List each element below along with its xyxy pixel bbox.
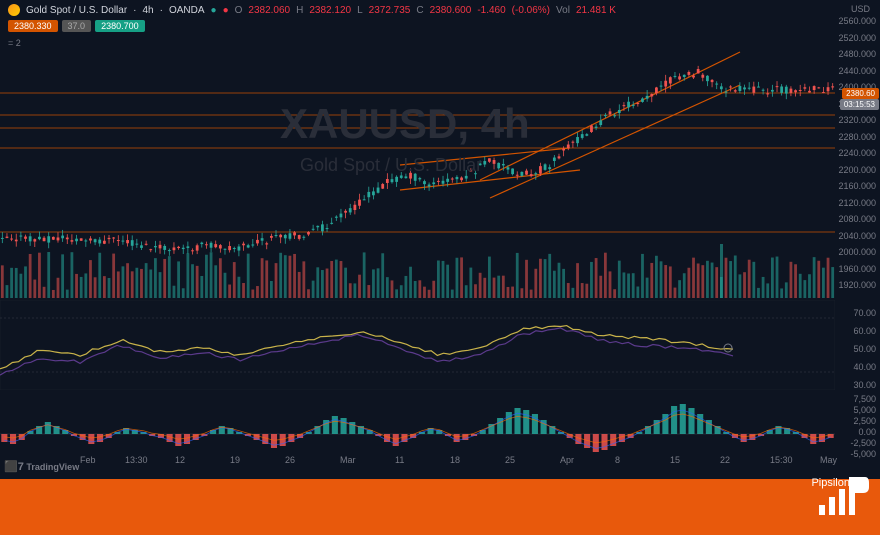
footer-bar	[0, 479, 880, 535]
ohlc-low: 2372.735	[369, 5, 411, 16]
tradingview-logo[interactable]: ⬛7 TradingView	[4, 460, 79, 473]
badge-bid[interactable]: 2380.330	[8, 20, 58, 32]
current-price-badge: 2380.60	[842, 88, 879, 99]
ohlc-close: 2380.600	[430, 5, 472, 16]
price-axis[interactable]: 2560.0002520.0002480.0002440.0002400.000…	[835, 0, 880, 300]
price-badges: 2380.330 37.0 2380.700	[8, 20, 145, 32]
pipsilon-logo[interactable]: Pipsilon	[811, 475, 850, 489]
badge-spread: 37.0	[62, 20, 92, 32]
volume-chart[interactable]	[0, 242, 835, 300]
ohlc-high: 2382.120	[309, 5, 351, 16]
countdown-badge: 03:15:53	[840, 99, 879, 110]
broker: OANDA	[169, 5, 205, 16]
symbol-icon	[8, 4, 20, 16]
change-pct: (-0.06%)	[512, 5, 550, 16]
rsi-axis[interactable]: 70.0060.0050.0040.0030.00	[835, 300, 880, 390]
ohlc-open: 2382.060	[248, 5, 290, 16]
timeframe[interactable]: 4h	[143, 5, 154, 16]
badge-ask[interactable]: 2380.700	[95, 20, 145, 32]
symbol-name[interactable]: Gold Spot / U.S. Dollar	[26, 5, 127, 16]
volume-value: 21.481 K	[576, 5, 616, 16]
change: -1.460	[477, 5, 505, 16]
chart-header: Gold Spot / U.S. Dollar · 4h · OANDA ●● …	[8, 4, 616, 16]
rsi-chart[interactable]	[0, 300, 835, 390]
macd-chart[interactable]	[0, 392, 835, 460]
macd-axis[interactable]: 7,5005,0002,5000.00-2,500-5,000	[835, 390, 880, 460]
time-axis[interactable]: Feb13:30121926Mar111825Apr8152215:30May	[0, 455, 835, 475]
